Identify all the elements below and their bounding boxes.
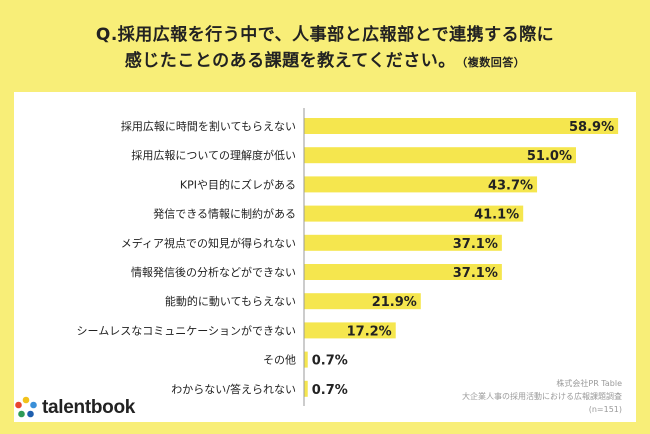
category-label: シームレスなコミュニケーションができない xyxy=(77,323,296,337)
bar xyxy=(304,293,421,310)
value-label: 21.9% xyxy=(372,295,417,310)
chart-panel: 採用広報に時間を割いてもらえない 58.9% 採用広報についての理解度が低い 51.0… xyxy=(14,92,636,422)
logo-text: talentbook xyxy=(42,397,136,418)
talentbook-logo: talentbook xyxy=(14,396,135,420)
bar xyxy=(304,118,619,134)
source-survey: 大企業人事の採用活動における広報課題調査 xyxy=(462,392,622,401)
chart-title-line2: 感じたことのある課題を教えてください。 xyxy=(124,51,456,71)
category-label: 情報発信後の分析などができない xyxy=(131,265,296,279)
category-label: 採用広報についての理解度が低い xyxy=(131,148,296,162)
value-label: 41.1% xyxy=(474,208,519,223)
value-label: 51.0% xyxy=(527,149,572,164)
bar xyxy=(304,264,502,280)
bar xyxy=(304,380,308,397)
value-label: 37.1% xyxy=(453,237,498,252)
chart-title-note: （複数回答） xyxy=(461,56,526,69)
category-label: わからない/答えられない xyxy=(171,382,296,396)
bar xyxy=(304,176,538,193)
bar xyxy=(304,322,396,339)
bar xyxy=(304,234,502,251)
value-label: 37.1% xyxy=(453,266,498,281)
category-label: 採用広報に時間を割いてもらえない xyxy=(121,119,296,133)
chart-title-line1: Q.採用広報を行う中で、人事部と広報部とで連携する際に xyxy=(95,25,555,45)
bar xyxy=(304,205,524,222)
title-block: Q.採用広報を行う中で、人事部と広報部とで連携する際に 感じたことのある課題を教… xyxy=(0,0,650,92)
bar xyxy=(304,351,308,368)
value-label: 0.7% xyxy=(312,383,348,398)
category-label: メディア視点での知見が得られない xyxy=(121,236,296,250)
bar-chart: 採用広報に時間を割いてもらえない 58.9% 採用広報についての理解度が低い 51.0… xyxy=(77,108,619,406)
category-label: KPIや目的にズレがある xyxy=(180,177,296,191)
value-label: 43.7% xyxy=(488,178,533,193)
value-label: 58.9% xyxy=(569,120,614,135)
category-label: 能動的に動いてもらえない xyxy=(165,294,296,308)
category-label: その他 xyxy=(263,354,296,367)
source-company: 株式会社PR Table xyxy=(556,379,622,388)
logo-mark-icon xyxy=(15,396,37,418)
value-label: 17.2% xyxy=(347,324,392,339)
category-label: 発信できる情報に制約がある xyxy=(153,207,296,221)
source-sample: (n=151) xyxy=(588,405,622,414)
bar xyxy=(304,147,576,164)
chart-title-line2-wrap: 感じたことのある課題を教えてください。 （複数回答） xyxy=(0,46,650,71)
source-note: 株式会社PR Table 大企業人事の採用活動における広報課題調査 (n=151… xyxy=(462,377,622,416)
value-label: 0.7% xyxy=(312,354,348,369)
